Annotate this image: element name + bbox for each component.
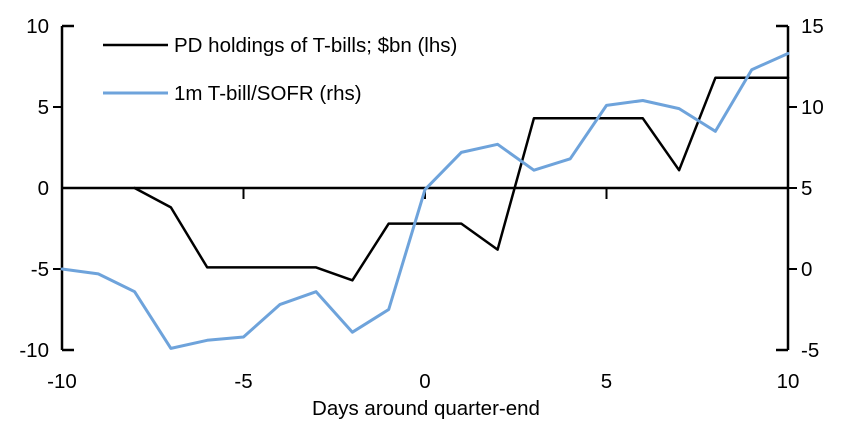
y-axis-right-tick-label: -5: [801, 339, 819, 362]
x-axis-tick-label: 10: [777, 370, 800, 393]
data-series: [60, 52, 790, 350]
legend-label: 1m T-bill/SOFR (rhs): [174, 82, 362, 105]
x-axis-tick-label: -5: [234, 370, 252, 393]
series-line-2: [60, 52, 790, 350]
y-axis-left-tick-label: 10: [26, 15, 49, 38]
x-axis-title: Days around quarter-end: [312, 397, 540, 420]
x-axis-tick-label: -10: [47, 370, 77, 393]
x-axis-tick-label: 5: [601, 370, 612, 393]
y-axis-left-tick-label: -5: [31, 258, 49, 281]
y-axis-left-tick-label: -10: [19, 339, 49, 362]
y-axis-left-tick-label: 5: [38, 96, 49, 119]
y-axis-left-ticks: 10 5 0 -5 -10: [19, 15, 74, 362]
y-axis-right-tick-label: 0: [801, 258, 812, 281]
y-axis-right-tick-label: 10: [801, 96, 824, 119]
legend-label: PD holdings of T-bills; $bn (lhs): [174, 34, 457, 57]
x-axis-ticks: -10 -5 0 5 10: [47, 188, 799, 393]
y-axis-left-tick-label: 0: [38, 177, 49, 200]
series-line-1: [133, 76, 790, 282]
y-axis-right-tick-label: 5: [801, 177, 812, 200]
legend: PD holdings of T-bills; $bn (lhs) 1m T-bi…: [103, 34, 457, 105]
y-axis-right-ticks: 15 10 5 0 -5: [776, 15, 824, 362]
y-axis-right-tick-label: 15: [801, 15, 824, 38]
x-axis-tick-label: 0: [419, 370, 430, 393]
